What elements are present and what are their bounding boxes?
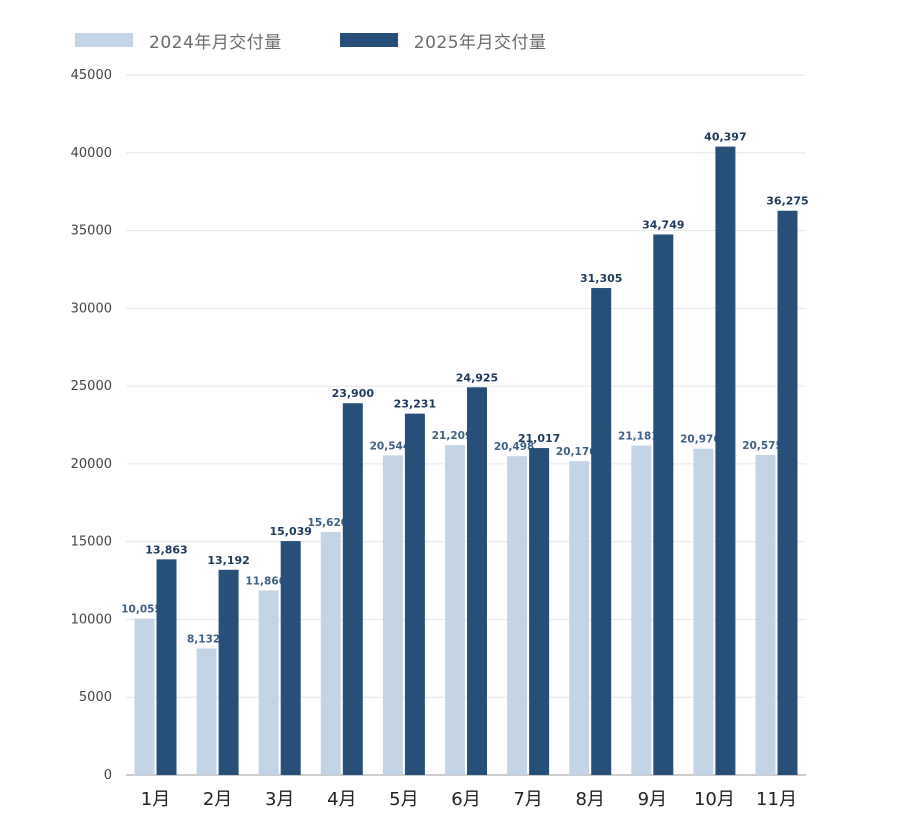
y-tick-label: 10000 — [71, 612, 112, 627]
legend-label-2025: 2025年月交付量 — [413, 32, 547, 53]
bar-2024 — [134, 618, 155, 775]
data-label-2024: 8,132 — [187, 634, 220, 646]
data-label-2024: 20,575 — [742, 440, 783, 452]
y-tick-label: 45000 — [71, 68, 112, 83]
y-tick-label: 35000 — [71, 224, 112, 239]
data-label-2025: 36,275 — [766, 195, 808, 208]
x-tick-label: 9月 — [638, 789, 667, 810]
x-tick-label: 1月 — [141, 789, 170, 810]
data-label-2024: 15,620 — [308, 517, 349, 529]
data-label-2025: 21,017 — [518, 432, 560, 445]
bar-2025 — [777, 210, 798, 775]
bar-2025 — [218, 569, 239, 775]
bar-2025 — [342, 403, 363, 775]
x-tick-label: 6月 — [451, 789, 480, 810]
bar-2025 — [467, 387, 487, 775]
y-tick-label: 25000 — [71, 379, 112, 394]
y-tick-label: 15000 — [71, 535, 112, 550]
data-label-2025: 34,749 — [642, 218, 684, 231]
data-label-2024: 11,866 — [245, 575, 286, 587]
data-label-2024: 20,176 — [556, 446, 597, 458]
bar-2024 — [320, 532, 341, 775]
data-label-2025: 40,397 — [704, 131, 746, 144]
x-tick-label: 4月 — [327, 789, 356, 810]
x-tick-label: 10月 — [694, 789, 735, 810]
bar-2024 — [196, 648, 217, 775]
legend-item-2024[interactable]: 2024年月交付量 — [75, 28, 282, 53]
bar-2025 — [529, 448, 550, 775]
data-label-2025: 13,192 — [207, 554, 249, 567]
chart-legend: 2024年月交付量 2025年月交付量 — [75, 26, 605, 54]
bar-2024 — [382, 455, 403, 775]
x-tick-label: 7月 — [513, 789, 542, 810]
y-tick-label: 30000 — [71, 301, 112, 316]
data-label-2025: 15,039 — [269, 525, 311, 538]
legend-swatch-2025 — [339, 33, 398, 47]
legend-swatch-2024 — [75, 33, 133, 47]
bar-2024 — [569, 461, 590, 775]
data-label-2024: 21,181 — [618, 431, 659, 443]
x-tick-label: 8月 — [575, 789, 604, 810]
bar-2024 — [631, 445, 652, 775]
legend-item-2025[interactable]: 2025年月交付量 — [339, 28, 547, 53]
data-label-2024: 20,544 — [370, 440, 411, 452]
x-tick-label: 11月 — [756, 789, 797, 810]
bar-2024 — [445, 445, 465, 775]
bar-2024 — [755, 454, 776, 775]
data-label-2024: 20,498 — [494, 441, 535, 453]
bar-2024 — [507, 456, 528, 775]
bar-2025 — [404, 413, 425, 775]
bar-2025 — [715, 146, 736, 775]
data-label-2024: 21,209 — [432, 430, 473, 442]
y-tick-label: 0 — [104, 768, 112, 783]
data-label-2025: 31,305 — [580, 272, 622, 285]
data-label-2024: 10,055 — [121, 604, 162, 616]
bar-2024 — [693, 448, 714, 775]
data-label-2025: 24,925 — [456, 371, 498, 384]
data-label-2025: 23,231 — [394, 398, 436, 411]
y-tick-label: 20000 — [71, 457, 112, 472]
y-tick-label: 40000 — [71, 146, 112, 161]
x-tick-label: 2月 — [203, 789, 232, 810]
x-tick-label: 3月 — [265, 789, 294, 810]
y-tick-label: 5000 — [79, 690, 112, 705]
data-label-2025: 23,900 — [332, 387, 375, 400]
x-tick-label: 5月 — [389, 789, 418, 810]
bar-2025 — [280, 541, 301, 775]
bar-2025 — [653, 234, 674, 775]
legend-label-2024: 2024年月交付量 — [149, 32, 282, 53]
bar-2024 — [258, 590, 279, 775]
data-label-2024: 20,976 — [680, 434, 721, 446]
bar-2025 — [591, 288, 612, 775]
data-label-2025: 13,863 — [145, 543, 187, 556]
bar-2025 — [156, 559, 177, 775]
